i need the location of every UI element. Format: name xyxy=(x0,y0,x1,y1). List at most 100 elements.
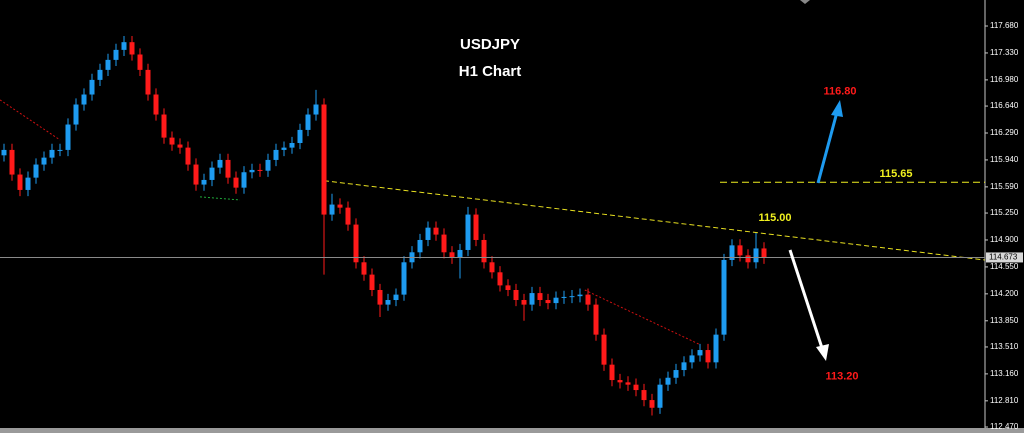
candle-body xyxy=(377,290,383,305)
candle-body xyxy=(585,294,591,305)
candle-body xyxy=(1,149,7,156)
candle-body xyxy=(689,355,695,363)
candle-body xyxy=(657,384,663,408)
candle-body xyxy=(49,149,55,158)
y-tick-label: 116.980 xyxy=(990,75,1019,84)
candle-body xyxy=(673,370,679,378)
candle-body xyxy=(113,49,119,60)
candle-body xyxy=(17,174,23,190)
candle-body xyxy=(313,104,319,115)
candle-body xyxy=(249,169,255,173)
candle-body xyxy=(33,164,39,178)
y-tick-label: 113.510 xyxy=(990,342,1019,351)
candle-body xyxy=(321,104,327,215)
chart-subtitle: H1 Chart xyxy=(459,63,522,80)
candle-body xyxy=(297,129,303,143)
candle-body xyxy=(713,334,719,363)
candle-body xyxy=(201,179,207,185)
candle-body xyxy=(57,149,63,151)
scroll-marker xyxy=(800,0,810,4)
arrow-up-head xyxy=(831,100,843,117)
candle-body xyxy=(169,137,175,145)
candle-body xyxy=(569,296,575,298)
candle-body xyxy=(641,390,647,401)
candle-body xyxy=(625,382,631,385)
candle-body xyxy=(465,214,471,250)
y-tick-label: 115.250 xyxy=(990,208,1019,217)
candle-body xyxy=(353,224,359,263)
candle-body xyxy=(761,248,767,258)
y-tick-label: 113.850 xyxy=(990,316,1019,325)
candle-body xyxy=(145,69,151,95)
candle-body xyxy=(25,177,31,190)
candle-body xyxy=(665,377,671,385)
current-price-box xyxy=(986,252,1023,263)
candle-body xyxy=(177,144,183,148)
candle-body xyxy=(65,124,71,150)
y-tick-label: 115.590 xyxy=(990,182,1019,191)
candle-body xyxy=(737,245,743,256)
candle-body xyxy=(545,300,551,304)
candle-body xyxy=(89,79,95,95)
candle-body xyxy=(129,42,135,55)
candle-body xyxy=(753,248,759,263)
candle-body xyxy=(337,204,343,208)
candle-body xyxy=(361,262,367,275)
candle-body xyxy=(633,384,639,391)
candle-body xyxy=(521,300,527,305)
candle-body xyxy=(561,296,567,298)
candle-body xyxy=(449,252,455,258)
candle-body xyxy=(609,364,615,381)
y-tick-label: 114.550 xyxy=(990,262,1019,271)
candle-body xyxy=(121,42,127,50)
candle-body xyxy=(41,157,47,165)
candle-body xyxy=(393,294,399,301)
candle-body xyxy=(225,159,231,178)
candle-body xyxy=(457,249,463,258)
candle-body xyxy=(281,147,287,150)
candle-body xyxy=(209,167,215,180)
annotation-label: 116.80 xyxy=(823,86,856,98)
candle-body xyxy=(705,350,711,363)
candle-body xyxy=(721,259,727,335)
y-tick-label: 114.200 xyxy=(990,289,1019,298)
candle-body xyxy=(497,272,503,286)
candle-body xyxy=(553,297,559,304)
arrow-down xyxy=(788,249,824,349)
bottom-bar xyxy=(0,428,1024,433)
candle-body xyxy=(473,214,479,240)
candle-body xyxy=(305,114,311,130)
candle-body xyxy=(745,255,751,263)
y-tick-label: 114.900 xyxy=(990,235,1019,244)
trendline xyxy=(0,99,61,141)
y-tick-label: 117.680 xyxy=(990,21,1019,30)
candle-body xyxy=(417,239,423,253)
candle-body xyxy=(73,104,79,125)
candle-body xyxy=(369,274,375,291)
chart-title: USDJPY xyxy=(460,36,520,53)
candle-body xyxy=(81,94,87,105)
candle-body xyxy=(697,350,703,356)
y-tick-label: 112.470 xyxy=(990,422,1019,431)
candle-body xyxy=(257,169,263,171)
candle-body xyxy=(97,69,103,80)
trendline xyxy=(584,289,701,346)
candle-body xyxy=(505,285,511,291)
y-tick-label: 113.160 xyxy=(990,369,1019,378)
candle-body xyxy=(649,400,655,408)
plot xyxy=(0,36,985,416)
y-tick-label: 117.330 xyxy=(990,48,1019,57)
annotation-label: 115.65 xyxy=(879,168,912,180)
candle-body xyxy=(153,94,159,115)
candle-body xyxy=(161,114,167,138)
annotation-label: 113.20 xyxy=(825,371,858,383)
candle-body xyxy=(529,293,535,305)
candle-body xyxy=(601,334,607,365)
arrow-up xyxy=(816,111,839,184)
candle-body xyxy=(289,142,295,148)
y-tick-label: 116.290 xyxy=(990,128,1019,137)
candle-body xyxy=(329,204,335,215)
current-price-label: 114.673 xyxy=(989,253,1018,262)
candle-body xyxy=(345,207,351,225)
